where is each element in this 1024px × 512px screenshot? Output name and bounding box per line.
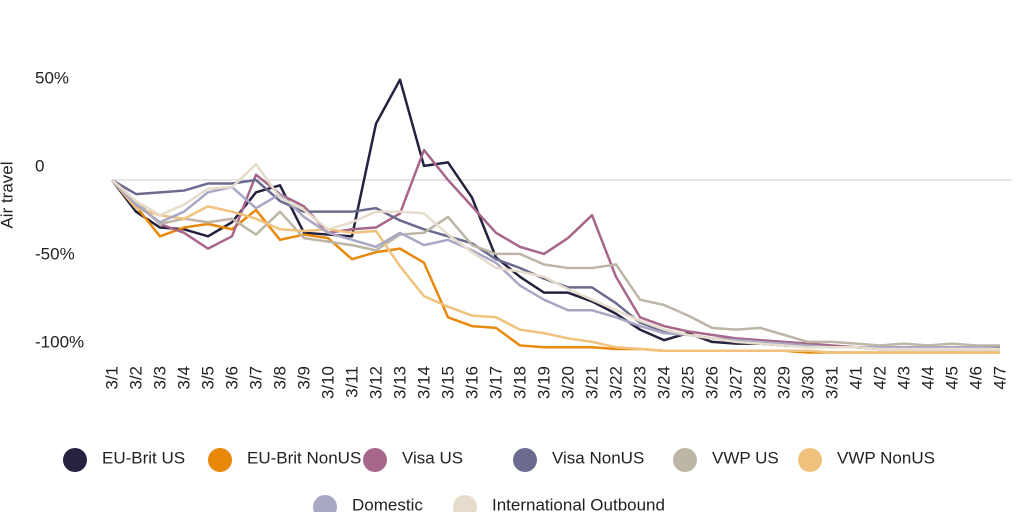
- legend-swatch: [208, 448, 232, 472]
- x-tick-label: 4/4: [918, 366, 937, 390]
- x-tick-label: 3/20: [558, 366, 577, 399]
- series-line: [111, 179, 1000, 347]
- x-tick-label: 3/29: [774, 366, 793, 399]
- legend-swatch: [313, 495, 337, 512]
- x-tick-label: 3/4: [174, 366, 193, 390]
- legend-label: Domestic: [352, 495, 423, 512]
- x-tick-label: 3/21: [582, 366, 601, 399]
- y-tick-label: -100%: [35, 332, 84, 351]
- x-tick-label: 3/3: [150, 366, 169, 390]
- y-axis-title: Air travel: [0, 161, 16, 228]
- x-tick-label: 3/26: [702, 366, 721, 399]
- legend-label: EU-Brit NonUS: [247, 448, 361, 467]
- x-tick-label: 3/18: [510, 366, 529, 399]
- x-tick-label: 3/12: [366, 366, 385, 399]
- x-tick-label: 3/22: [606, 366, 625, 399]
- x-tick-label: 4/5: [942, 366, 961, 390]
- legend-swatch: [798, 448, 822, 472]
- x-tick-label: 3/16: [462, 366, 481, 399]
- x-tick-label: 3/14: [414, 366, 433, 399]
- x-tick-label: 4/2: [870, 366, 889, 390]
- x-tick-label: 3/6: [222, 366, 241, 390]
- legend-swatch: [513, 448, 537, 472]
- legend-label: International Outbound: [492, 495, 665, 512]
- series-line: [111, 162, 1000, 351]
- x-tick-label: 3/7: [246, 366, 265, 390]
- legend-label: VWP NonUS: [837, 448, 935, 467]
- x-tick-label: 3/19: [534, 366, 553, 399]
- x-tick-label: 3/5: [198, 366, 217, 390]
- legend-swatch: [63, 448, 87, 472]
- legend-swatch: [363, 448, 387, 472]
- x-tick-label: 4/3: [894, 366, 913, 390]
- x-tick-label: 3/11: [342, 366, 361, 398]
- x-tick-label: 3/23: [630, 366, 649, 399]
- x-tick-label: 3/1: [102, 366, 121, 390]
- x-tick-label: 3/8: [270, 366, 289, 390]
- x-tick-label: 3/27: [726, 366, 745, 399]
- x-tick-label: 3/15: [438, 366, 457, 399]
- x-tick-label: 3/28: [750, 366, 769, 399]
- x-tick-label: 4/7: [990, 366, 1009, 390]
- x-tick-label: 3/9: [294, 366, 313, 390]
- legend-label: Visa US: [402, 448, 463, 467]
- y-tick-label: -50%: [35, 244, 75, 263]
- legend-swatch: [673, 448, 697, 472]
- x-tick-label: 3/24: [654, 366, 673, 399]
- x-tick-label: 3/31: [822, 366, 841, 399]
- x-tick-label: 3/25: [678, 366, 697, 399]
- x-tick-label: 3/13: [390, 366, 409, 399]
- legend-label: EU-Brit US: [102, 448, 185, 467]
- y-tick-label: 50%: [35, 68, 69, 87]
- x-tick-label: 4/1: [846, 366, 865, 390]
- x-tick-label: 3/10: [318, 366, 337, 399]
- x-tick-label: 4/6: [966, 366, 985, 390]
- x-tick-label: 3/2: [126, 366, 145, 390]
- legend-label: Visa NonUS: [552, 448, 644, 467]
- x-tick-label: 3/17: [486, 366, 505, 399]
- x-tick-label: 3/30: [798, 366, 817, 399]
- series-line: [111, 179, 1000, 354]
- y-tick-label: 0: [35, 156, 44, 175]
- legend-label: VWP US: [712, 448, 779, 467]
- legend-swatch: [453, 495, 477, 512]
